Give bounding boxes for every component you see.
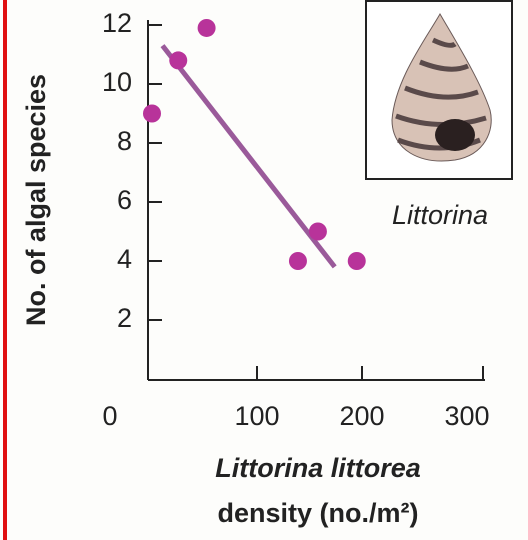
point (143, 105, 161, 123)
point (348, 252, 366, 270)
x-axis-title: Littorina littorea (215, 453, 421, 483)
x-tick-label: 0 (102, 401, 117, 431)
trend-line (163, 46, 335, 267)
y-tick-label: 10 (102, 67, 132, 97)
x-tick-label: 200 (339, 401, 384, 431)
y-tick-label: 12 (102, 8, 132, 38)
x-tick-label: 100 (234, 401, 279, 431)
image-caption: Littorina (392, 200, 488, 230)
y-tick-label: 8 (117, 126, 132, 156)
snail-picture (366, 1, 512, 179)
point (289, 252, 307, 270)
y-tick-label: 4 (117, 244, 132, 274)
x-axis-title: density (no./m²) (218, 498, 419, 528)
y-tick-label: 2 (117, 303, 132, 333)
point (169, 51, 187, 69)
point (198, 19, 216, 37)
chart: Littorina No. of algal species Littorina… (0, 0, 528, 540)
y-axis-title: No. of algal species (21, 74, 51, 326)
y-tick-label: 6 (117, 185, 132, 215)
point (309, 223, 327, 241)
x-tick-label: 300 (444, 401, 489, 431)
